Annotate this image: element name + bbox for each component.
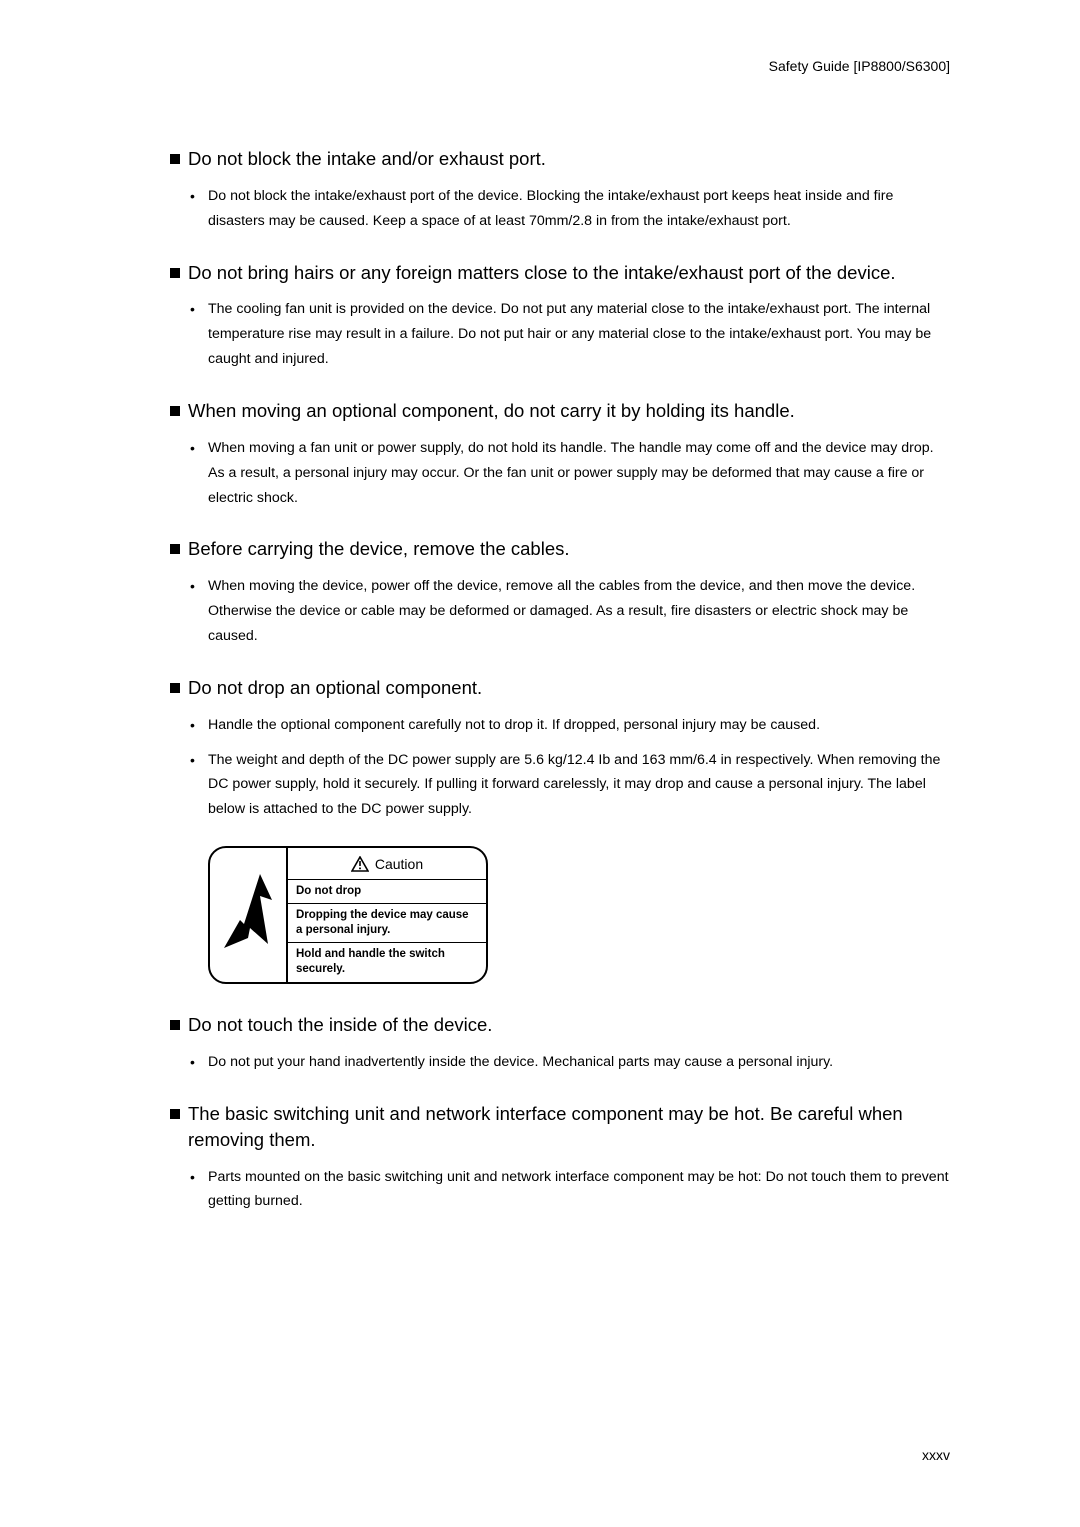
section-heading: The basic switching unit and network int… xyxy=(170,1101,950,1153)
warning-triangle-icon xyxy=(351,856,369,872)
section-heading: When moving an optional component, do no… xyxy=(170,398,950,424)
section-inside: Do not touch the inside of the device. D… xyxy=(170,1012,950,1075)
caution-title: Caution xyxy=(288,848,486,880)
caution-drop-icon xyxy=(210,848,288,982)
content-area: Do not block the intake and/or exhaust p… xyxy=(170,146,950,1214)
section-intake-exhaust: Do not block the intake and/or exhaust p… xyxy=(170,146,950,234)
section-foreign-matter: Do not bring hairs or any foreign matter… xyxy=(170,260,950,372)
section-heading: Do not touch the inside of the device. xyxy=(170,1012,950,1038)
list-item: When moving the device, power off the de… xyxy=(208,574,950,649)
list-item: When moving a fan unit or power supply, … xyxy=(208,436,950,511)
section-heading: Do not block the intake and/or exhaust p… xyxy=(170,146,950,172)
section-heading: Do not drop an optional component. xyxy=(170,675,950,701)
section-heading: Do not bring hairs or any foreign matter… xyxy=(170,260,950,286)
heading-text: The basic switching unit and network int… xyxy=(188,1103,903,1150)
heading-text: Do not touch the inside of the device. xyxy=(188,1014,492,1035)
section-handle: When moving an optional component, do no… xyxy=(170,398,950,510)
caution-row: Dropping the device may cause a personal… xyxy=(288,904,486,943)
heading-text: When moving an optional component, do no… xyxy=(188,400,795,421)
section-heading: Before carrying the device, remove the c… xyxy=(170,536,950,562)
list-item: Do not block the intake/exhaust port of … xyxy=(208,184,950,234)
list-item: Parts mounted on the basic switching uni… xyxy=(208,1165,950,1215)
page-number: xxxv xyxy=(922,1447,950,1463)
section-hot: The basic switching unit and network int… xyxy=(170,1101,950,1214)
heading-text: Do not drop an optional component. xyxy=(188,677,482,698)
caution-title-text: Caution xyxy=(375,856,423,872)
document-header: Safety Guide [IP8800/S6300] xyxy=(769,58,950,74)
section-cables: Before carrying the device, remove the c… xyxy=(170,536,950,648)
list-item: Handle the optional component carefully … xyxy=(208,713,950,738)
list-item: The weight and depth of the DC power sup… xyxy=(208,748,950,823)
list-item: Do not put your hand inadvertently insid… xyxy=(208,1050,950,1075)
caution-label: Caution Do not drop Dropping the device … xyxy=(208,846,488,984)
caution-row: Do not drop xyxy=(288,880,486,904)
heading-text: Do not bring hairs or any foreign matter… xyxy=(188,262,896,283)
section-drop: Do not drop an optional component. Handl… xyxy=(170,675,950,984)
heading-text: Do not block the intake and/or exhaust p… xyxy=(188,148,546,169)
list-item: The cooling fan unit is provided on the … xyxy=(208,297,950,372)
heading-text: Before carrying the device, remove the c… xyxy=(188,538,570,559)
caution-row: Hold and handle the switch securely. xyxy=(288,943,486,981)
